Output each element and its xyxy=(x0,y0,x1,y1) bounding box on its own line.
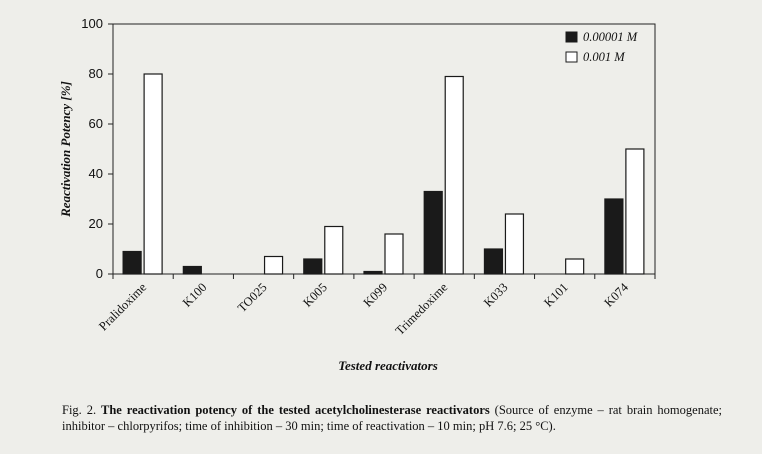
bar-high-conc xyxy=(565,258,585,275)
bar-low-conc xyxy=(483,248,504,275)
bar-high-conc xyxy=(504,213,525,275)
bar-chart: 0 20 40 60 80 100 Pralidoxime K100 TO025 K005 K099… xyxy=(58,16,656,373)
legend-label: 0.00001 M xyxy=(583,30,638,44)
x-tick-label: K074 xyxy=(601,280,631,310)
bar-low-conc xyxy=(604,198,624,275)
x-tick-label: K099 xyxy=(361,280,391,310)
caption-title: The reactivation potency of the tested a… xyxy=(101,403,490,417)
bar-low-conc xyxy=(122,250,142,275)
x-tick-label: TO025 xyxy=(235,280,270,315)
x-tick-label: K100 xyxy=(180,280,210,310)
bar-high-conc xyxy=(324,225,344,275)
bar-high-conc xyxy=(625,148,645,275)
x-tick-label: Trimedoxime xyxy=(393,280,451,338)
bar-low-conc xyxy=(363,270,383,275)
x-tick-label: Pralidoxime xyxy=(96,280,149,333)
caption-prefix: Fig. 2. xyxy=(62,403,102,417)
y-tick-label: 40 xyxy=(89,166,103,181)
y-axis-label: Reactivation Potency [%] xyxy=(58,81,73,218)
x-axis-label: Tested reactivators xyxy=(338,358,438,373)
bar-high-conc xyxy=(384,233,404,275)
figure-caption: Fig. 2. The reactivation potency of the … xyxy=(62,402,722,434)
legend-swatch xyxy=(565,51,578,63)
chart-area: 0 20 40 60 80 100 Pralidoxime K100 TO025 K005 K099… xyxy=(58,16,656,373)
plot-frame xyxy=(112,23,656,275)
y-tick-label: 0 xyxy=(96,266,103,281)
y-tick-label: 20 xyxy=(89,216,103,231)
bar-low-conc xyxy=(303,258,323,275)
legend-label: 0.001 M xyxy=(583,50,625,64)
x-tick-label: K033 xyxy=(481,280,511,310)
bar-high-conc xyxy=(263,255,284,275)
bar-low-conc xyxy=(423,190,443,275)
y-tick-label: 80 xyxy=(89,66,103,81)
bar-low-conc xyxy=(182,265,202,275)
x-tick-label: K101 xyxy=(541,280,571,310)
bar-high-conc xyxy=(143,73,163,275)
caption-details: (Source of enzyme – rat brain homogenate… xyxy=(62,403,722,433)
y-tick-label: 60 xyxy=(89,116,103,131)
legend-swatch xyxy=(565,31,578,43)
x-tick-label: K005 xyxy=(300,280,330,310)
y-tick-label: 100 xyxy=(81,16,103,31)
bar-high-conc xyxy=(444,75,464,275)
